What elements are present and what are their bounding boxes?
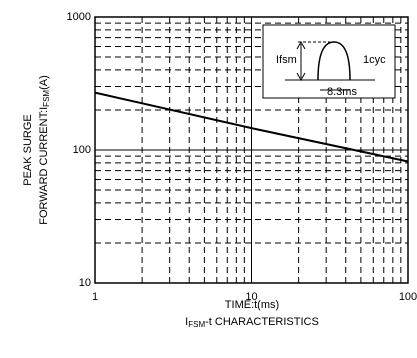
- y-tick-label: 10: [79, 277, 91, 289]
- x-tick-label: 10: [245, 291, 257, 303]
- x-axis-label: TIME:t(ms): [225, 299, 279, 311]
- inset-arrowheads: [296, 40, 306, 82]
- y-tick-label: 100: [73, 144, 91, 156]
- x-tick-label: 100: [399, 291, 417, 303]
- inset-label: Ifsm: [276, 54, 297, 66]
- y-label-part: (A): [38, 75, 50, 90]
- caption-part: I: [185, 316, 188, 328]
- inset-box: [262, 24, 396, 99]
- plot-frame: [94, 16, 409, 284]
- caption: IFSM-t CHARACTERISTICS: [185, 316, 319, 329]
- y-axis-label: PEAK SURGE FORWARD CURRENT:IFSM(A): [22, 75, 51, 225]
- inset-pulse: [317, 41, 351, 81]
- caption-part: -t CHARACTERISTICS: [205, 316, 319, 328]
- data-line: [94, 91, 409, 163]
- inset-label: 1cyc: [363, 54, 386, 66]
- inset-label: 8.3ms: [327, 86, 357, 98]
- x-tick-label: 1: [92, 291, 98, 303]
- caption-sub: FSM: [188, 320, 205, 329]
- inset: Ifsm 1cyc 8.3ms: [262, 24, 396, 99]
- y-tick-label: 1000: [67, 11, 91, 23]
- y-label-line: FORWARD CURRENT:IFSM(A): [38, 75, 51, 225]
- y-label-part: FORWARD CURRENT:I: [38, 107, 50, 225]
- y-label-sub: FSM: [42, 90, 51, 107]
- y-label-line: PEAK SURGE: [22, 114, 34, 186]
